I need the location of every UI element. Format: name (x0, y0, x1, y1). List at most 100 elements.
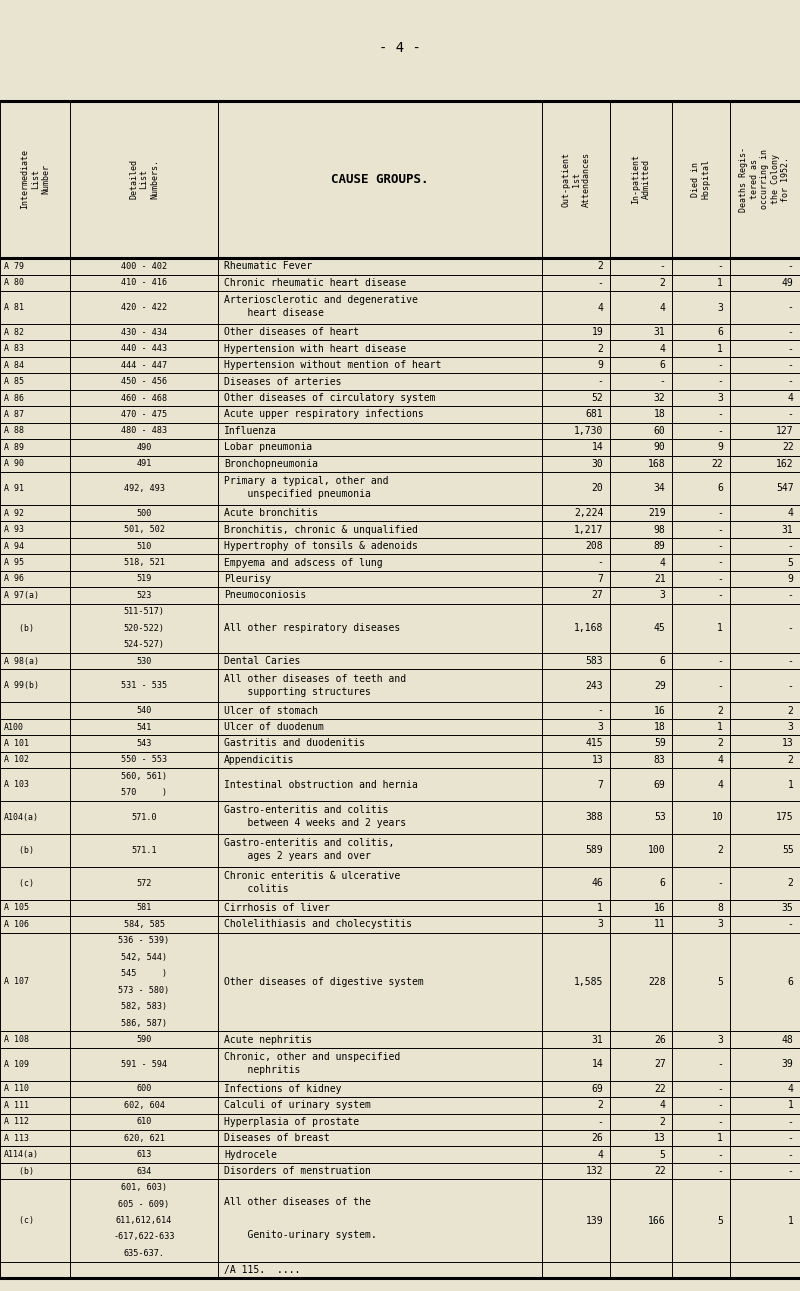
Text: 35: 35 (782, 902, 794, 913)
Text: A 106: A 106 (4, 920, 29, 930)
Text: (b): (b) (4, 846, 34, 855)
Text: 635-637.: 635-637. (123, 1248, 165, 1257)
Text: A 85: A 85 (4, 377, 24, 386)
Text: -: - (718, 590, 723, 600)
Text: 31: 31 (591, 1034, 603, 1044)
Text: 400 - 402: 400 - 402 (121, 262, 167, 271)
Text: A 79: A 79 (4, 262, 24, 271)
Text: A 105: A 105 (4, 904, 29, 913)
Text: 228: 228 (648, 977, 666, 988)
Text: 22: 22 (711, 458, 723, 469)
Text: Bronchopneumonia: Bronchopneumonia (224, 458, 318, 469)
Text: All other respiratory diseases: All other respiratory diseases (224, 624, 400, 634)
Text: 1: 1 (718, 624, 723, 634)
Text: 30: 30 (591, 458, 603, 469)
Text: Diseases of breast: Diseases of breast (224, 1133, 330, 1144)
Text: 602, 604: 602, 604 (123, 1101, 165, 1110)
Text: 1: 1 (718, 278, 723, 288)
Text: 605 - 609): 605 - 609) (118, 1199, 170, 1208)
Text: 511-517): 511-517) (123, 607, 165, 616)
Text: -: - (788, 1166, 794, 1176)
Text: 3: 3 (788, 722, 794, 732)
Text: Diseases of arteries: Diseases of arteries (224, 377, 342, 386)
Text: 48: 48 (782, 1034, 794, 1044)
Text: 492, 493: 492, 493 (123, 484, 165, 493)
Text: 132: 132 (586, 1166, 603, 1176)
Text: 572: 572 (136, 879, 152, 888)
Text: -: - (660, 261, 666, 271)
Text: 5: 5 (718, 1216, 723, 1225)
Text: -: - (718, 1117, 723, 1127)
Text: -: - (598, 377, 603, 386)
Text: A 95: A 95 (4, 558, 24, 567)
Text: 9: 9 (598, 360, 603, 371)
Text: 444 - 447: 444 - 447 (121, 360, 167, 369)
Text: -: - (788, 327, 794, 337)
Text: nephritis: nephritis (224, 1065, 300, 1075)
Text: Cirrhosis of liver: Cirrhosis of liver (224, 902, 330, 913)
Text: 550 - 553: 550 - 553 (121, 755, 167, 764)
Text: -: - (788, 409, 794, 420)
Text: -: - (718, 574, 723, 584)
Text: 480 - 483: 480 - 483 (121, 426, 167, 435)
Text: (c): (c) (4, 879, 34, 888)
Text: 1: 1 (718, 722, 723, 732)
Text: A100: A100 (4, 723, 24, 732)
Text: 541: 541 (136, 723, 152, 732)
Text: 31: 31 (782, 524, 794, 534)
Text: 60: 60 (654, 426, 666, 436)
Text: 2: 2 (788, 706, 794, 715)
Text: 1: 1 (598, 902, 603, 913)
Text: 49: 49 (782, 278, 794, 288)
Text: 1,585: 1,585 (574, 977, 603, 988)
Text: 1: 1 (718, 343, 723, 354)
Text: Dental Caries: Dental Caries (224, 656, 300, 666)
Text: 430 - 434: 430 - 434 (121, 328, 167, 337)
Text: Lobar pneumonia: Lobar pneumonia (224, 443, 312, 452)
Text: 39: 39 (782, 1059, 794, 1069)
Text: A 80: A 80 (4, 279, 24, 288)
Text: A 108: A 108 (4, 1035, 29, 1044)
Text: 573 - 580): 573 - 580) (118, 986, 170, 995)
Text: -: - (598, 558, 603, 568)
Text: A 110: A 110 (4, 1084, 29, 1093)
Text: 3: 3 (598, 919, 603, 930)
Text: -: - (788, 590, 794, 600)
Text: 29: 29 (654, 680, 666, 691)
Text: 2: 2 (660, 278, 666, 288)
Text: 9: 9 (788, 574, 794, 584)
Text: 4: 4 (718, 780, 723, 790)
Text: A 91: A 91 (4, 484, 24, 493)
Text: 208: 208 (586, 541, 603, 551)
Text: Bronchitis, chronic & unqualified: Bronchitis, chronic & unqualified (224, 524, 418, 534)
Text: 4: 4 (660, 343, 666, 354)
Text: 243: 243 (586, 680, 603, 691)
Text: 2: 2 (718, 846, 723, 856)
Text: 22: 22 (654, 1166, 666, 1176)
Text: 6: 6 (660, 878, 666, 888)
Text: 600: 600 (136, 1084, 152, 1093)
Text: -: - (660, 377, 666, 386)
Text: -: - (788, 1133, 794, 1144)
Text: -: - (718, 1084, 723, 1093)
Text: A 84: A 84 (4, 360, 24, 369)
Text: -: - (718, 878, 723, 888)
Text: 524-527): 524-527) (123, 640, 165, 649)
Text: -: - (718, 656, 723, 666)
Text: Pneumoconiosis: Pneumoconiosis (224, 590, 306, 600)
Text: 6: 6 (718, 327, 723, 337)
Text: 571.1: 571.1 (131, 846, 157, 855)
Text: Out-patient
1st
Attendances: Out-patient 1st Attendances (561, 152, 591, 207)
Text: 100: 100 (648, 846, 666, 856)
Text: 610: 610 (136, 1117, 152, 1126)
Text: 581: 581 (136, 904, 152, 913)
Text: 3: 3 (598, 722, 603, 732)
Text: -: - (788, 1117, 794, 1127)
Text: All other diseases of the: All other diseases of the (224, 1198, 371, 1207)
Text: 4: 4 (660, 558, 666, 568)
Text: 16: 16 (654, 902, 666, 913)
Text: 634: 634 (136, 1167, 152, 1176)
Text: Other diseases of heart: Other diseases of heart (224, 327, 359, 337)
Text: Appendicitis: Appendicitis (224, 755, 294, 766)
Text: 510: 510 (136, 541, 152, 550)
